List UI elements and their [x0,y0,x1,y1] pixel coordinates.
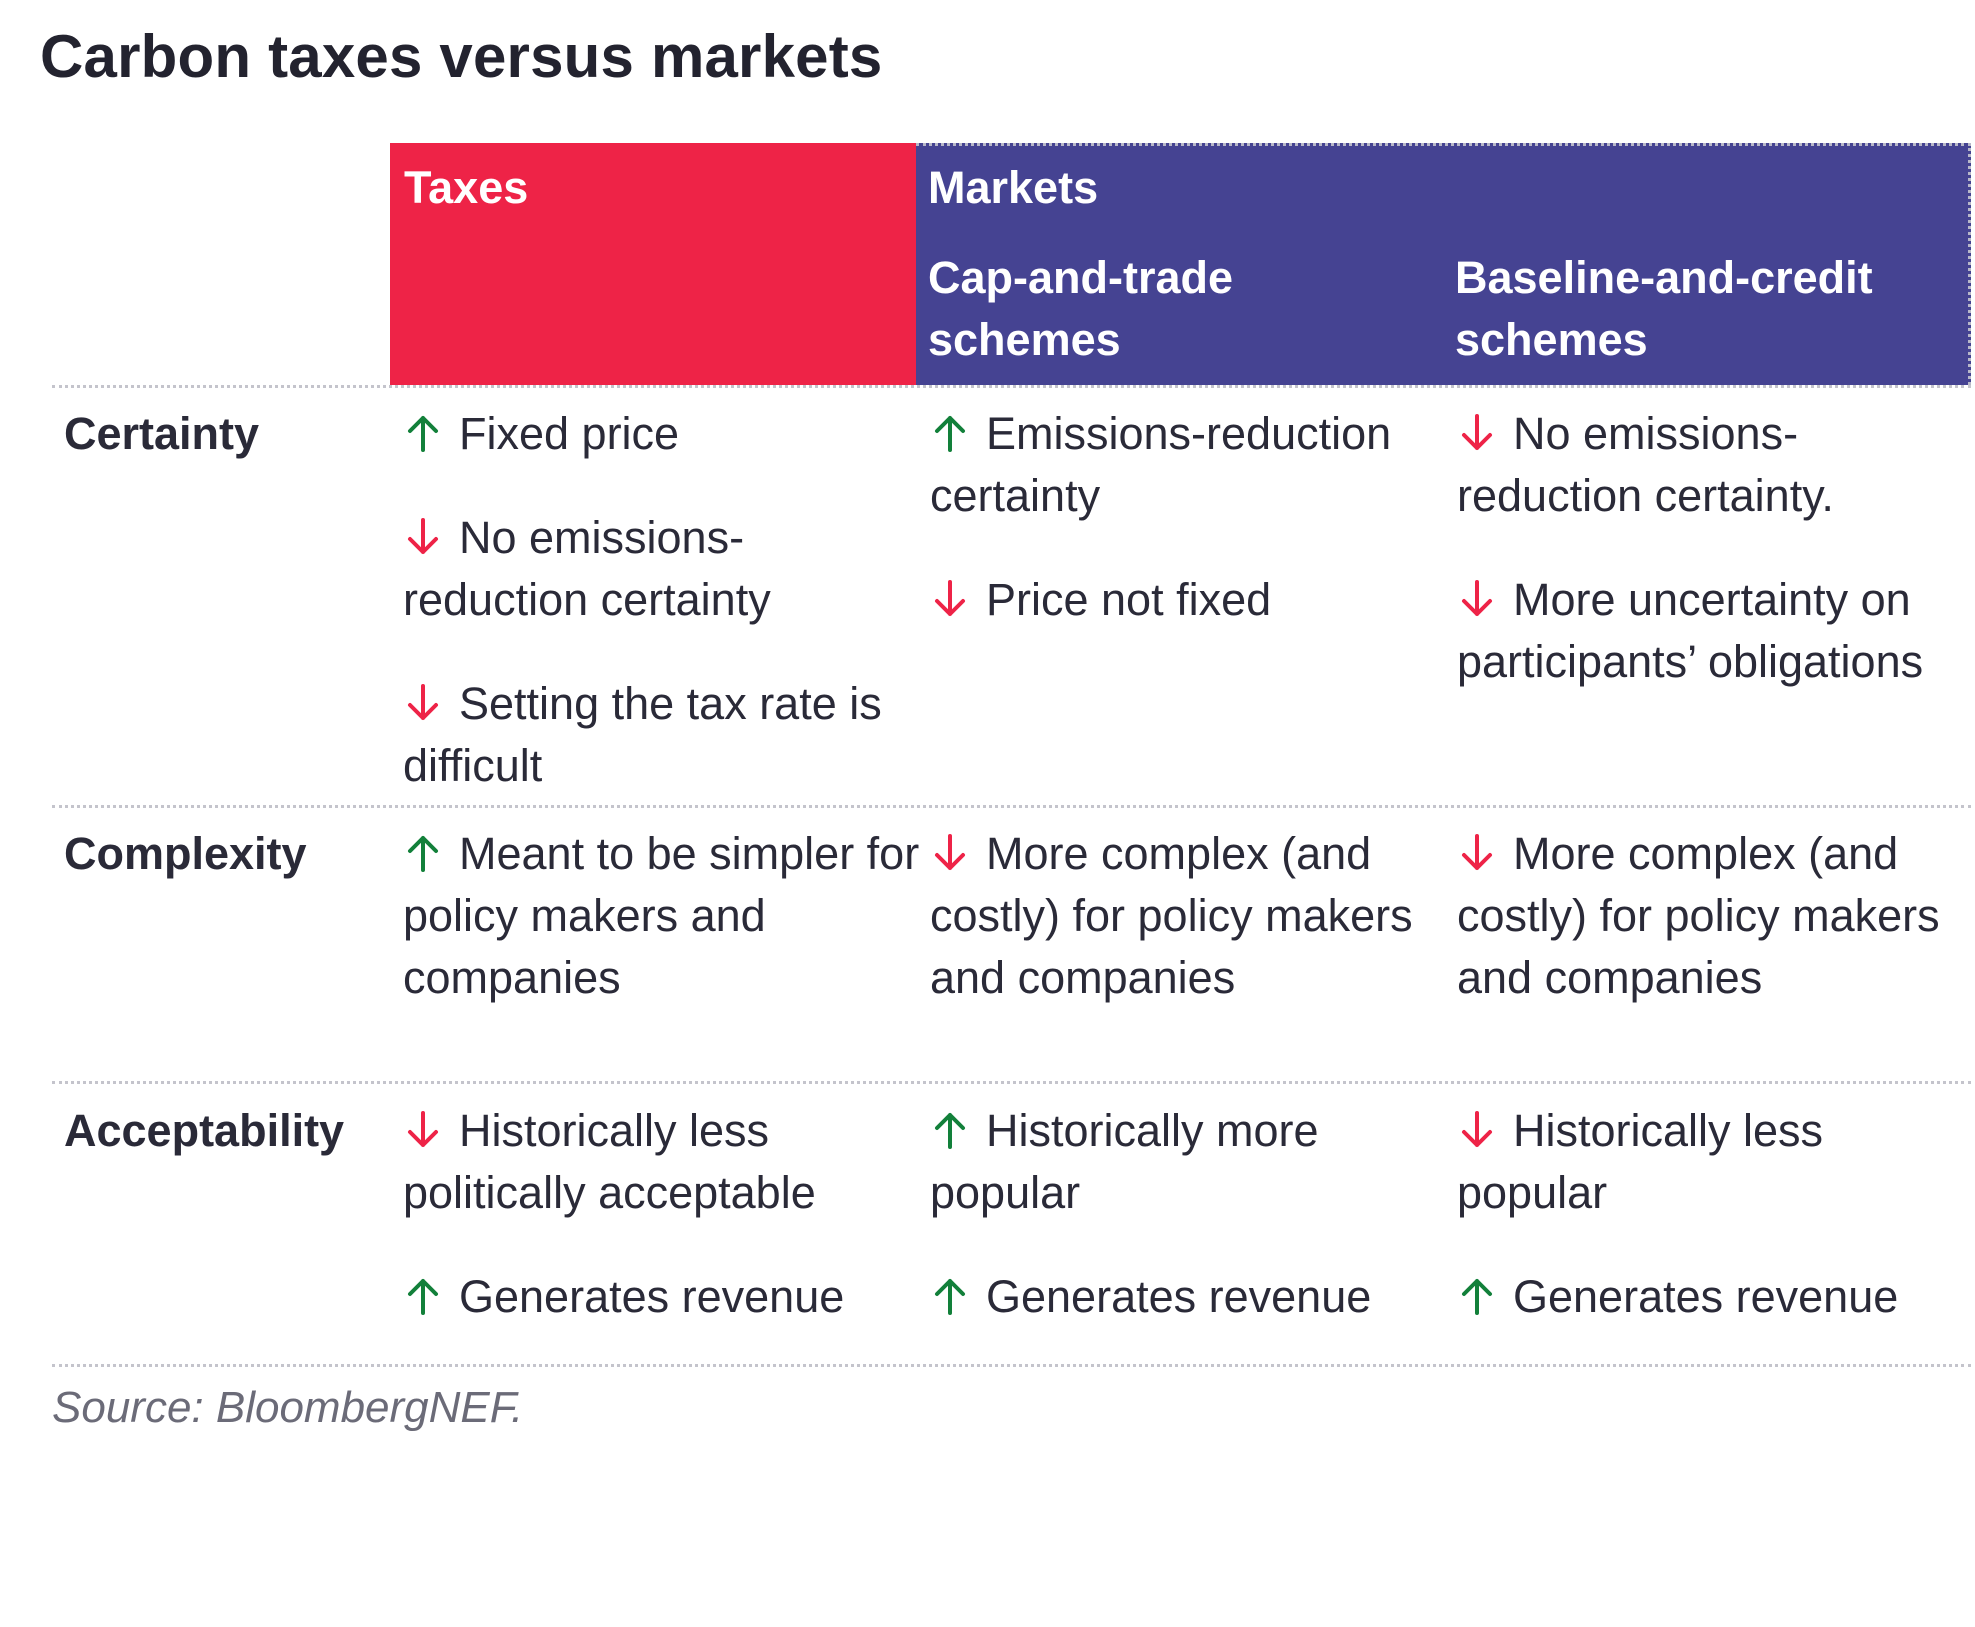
arrow-up-icon [403,413,443,453]
arrow-down-icon [403,517,443,557]
cell-item: No emissions-reduction certainty. [1457,403,1975,527]
cell-certainty-cap-and-trade: Emissions-reduction certainty Price not f… [930,403,1450,673]
row-separator-complexity [52,1081,1971,1084]
cap-and-trade-header-label: Cap-and-trade schemes [928,252,1234,365]
cell-item: More uncertainty on participants’ obliga… [1457,569,1975,693]
cell-item: More complex (and costly) for policy mak… [1457,823,1975,1009]
cell-item: Historically less politically acceptable [403,1100,923,1224]
header-separator [52,385,1971,388]
arrow-up-icon [403,833,443,873]
cell-item-text: Fixed price [459,408,680,459]
taxes-header-label: Taxes [404,162,529,213]
taxes-header: Taxes [390,143,916,385]
arrow-down-icon [1457,1110,1497,1150]
page-title: Carbon taxes versus markets [40,23,883,90]
cell-item: Emissions-reduction certainty [930,403,1450,527]
cell-item-text: No emissions-reduction certainty [403,512,771,625]
cell-item-text: No emissions-reduction certainty. [1457,408,1834,521]
cell-item-text: More uncertainty on participants’ obliga… [1457,574,1924,687]
cell-item: Price not fixed [930,569,1450,631]
arrow-down-icon [1457,579,1497,619]
cell-item: Historically less popular [1457,1100,1975,1224]
cell-item-text: Historically more popular [930,1105,1319,1218]
cell-item-text: More complex (and costly) for policy mak… [930,828,1413,1003]
cell-item-text: Generates revenue [1513,1271,1899,1322]
cell-certainty-taxes: Fixed price No emissions-reduction certai… [403,403,923,839]
cell-item-text: Emissions-reduction certainty [930,408,1392,521]
cell-item-text: More complex (and costly) for policy mak… [1457,828,1940,1003]
cell-item-text: Historically less politically acceptable [403,1105,816,1218]
cell-acceptability-taxes: Historically less politically acceptable… [403,1100,923,1370]
cell-item-text: Generates revenue [459,1271,845,1322]
cell-item-text: Meant to be simpler for policy makers an… [403,828,920,1003]
cell-item: Generates revenue [930,1266,1450,1328]
cell-complexity-taxes: Meant to be simpler for policy makers an… [403,823,923,1051]
arrow-down-icon [403,683,443,723]
cell-acceptability-baseline-and-credit: Historically less popular Generates reven… [1457,1100,1975,1370]
cell-item: No emissions-reduction certainty [403,507,923,631]
cell-item: Generates revenue [1457,1266,1975,1328]
cell-item-text: Historically less popular [1457,1105,1824,1218]
baseline-and-credit-header-label: Baseline-and-credit schemes [1455,252,1873,365]
arrow-up-icon [403,1276,443,1316]
arrow-down-icon [1457,413,1497,453]
markets-header: Markets Cap-and-trade schemes Baseline-a… [916,143,1971,385]
cell-item: Generates revenue [403,1266,923,1328]
cell-item: More complex (and costly) for policy mak… [930,823,1450,1009]
cell-acceptability-cap-and-trade: Historically more popular Generates reven… [930,1100,1450,1370]
markets-header-label: Markets [928,162,1099,213]
arrow-down-icon [403,1110,443,1150]
cell-certainty-baseline-and-credit: No emissions-reduction certainty. More un… [1457,403,1975,735]
row-label-acceptability: Acceptability [64,1105,345,1156]
row-label-certainty: Certainty [64,408,260,459]
cell-complexity-baseline-and-credit: More complex (and costly) for policy mak… [1457,823,1975,1051]
cell-item-text: Generates revenue [986,1271,1372,1322]
cell-item-text: Price not fixed [986,574,1272,625]
arrow-down-icon [930,833,970,873]
row-separator-certainty [52,805,1971,808]
arrow-up-icon [930,413,970,453]
arrow-down-icon [930,579,970,619]
cell-item: Historically more popular [930,1100,1450,1224]
arrow-up-icon [1457,1276,1497,1316]
cell-item: Setting the tax rate is difficult [403,673,923,797]
cell-item: Fixed price [403,403,923,465]
cell-item-text: Setting the tax rate is difficult [403,678,882,791]
row-label-complexity: Complexity [64,828,307,879]
row-separator-acceptability [52,1364,1971,1367]
cell-item: Meant to be simpler for policy makers an… [403,823,923,1009]
arrow-up-icon [930,1110,970,1150]
arrow-up-icon [930,1276,970,1316]
source-note: Source: BloombergNEF. [52,1383,524,1432]
cell-complexity-cap-and-trade: More complex (and costly) for policy mak… [930,823,1450,1051]
arrow-down-icon [1457,833,1497,873]
